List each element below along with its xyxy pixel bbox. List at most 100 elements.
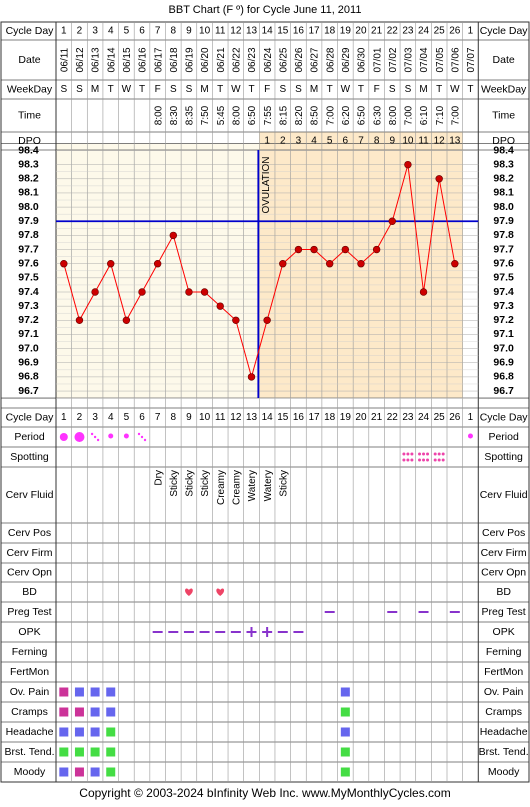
ytick-label-left: 98.4 [18,144,39,156]
cycle-day-label: 11 [215,26,226,37]
spotting-marker [441,452,445,456]
date-label: 06/17 [153,47,164,72]
temperature-point [372,245,381,254]
cycle-day-label: 11 [215,412,226,423]
time-label: 7:00 [404,105,415,125]
date-label: 06/21 [216,47,227,72]
symptom-marker [74,767,84,777]
ytick-label-right: 97.7 [493,243,514,255]
cycle-day-label: 14 [262,26,274,37]
ytick-label-left: 96.9 [18,357,39,369]
cycle-day-label: 12 [230,26,242,37]
cycle-day-label: 4 [108,26,114,37]
row-label-left: OPK [18,626,40,638]
temperature-point [279,260,287,268]
row-label-right: Brst. Tend. [479,746,529,758]
cycle-day-label: 3 [92,26,98,37]
cycle-day-label: 21 [371,412,383,423]
row-label-left: BD [22,586,37,598]
temperature-point [75,316,84,324]
cycle-day-label: 1 [61,412,67,423]
ytick-label-left: 97.3 [18,300,39,312]
spotting-marker [418,458,422,462]
date-label: 06/13 [91,47,102,72]
cycle-day-label: 7 [155,26,161,37]
weekday-label: S [60,84,67,95]
temperature-point [232,316,240,324]
temperature-point [185,288,193,296]
time-label: 6:20 [341,105,352,125]
dpo-label: 3 [296,136,302,147]
cycle-day-label: 14 [262,412,274,423]
date-label: 06/14 [106,47,117,72]
temperature-point [451,260,459,268]
weekday-label: T [248,84,254,95]
symptom-marker [106,687,116,697]
date-label: 06/26 [294,47,305,72]
row-label-left: Period [14,431,45,443]
cerv-fluid-label: Watery [247,470,258,501]
bd-heart-marker [185,588,193,596]
symptom-marker [59,747,69,757]
row-label-right: BD [496,586,511,598]
cerv-fluid-label: Sticky [185,470,196,497]
temperature-point [107,260,115,268]
temperature-point [153,260,162,268]
temperature-point [404,160,412,169]
row-label-right: Cerv Fluid [480,489,528,501]
weekday-label: M [419,84,427,95]
date-label: 06/20 [200,47,211,72]
spotting-marker [402,452,406,456]
spotting-marker [418,452,422,456]
time-label: 8:15 [278,105,289,125]
ytick-label-left: 97.1 [18,328,39,340]
ytick-label-right: 97.9 [493,215,514,227]
period-marker [96,438,100,442]
date-label: 07/02 [388,47,399,72]
row-label-left: Preg Test [7,606,51,618]
temperature-line [63,164,456,379]
symptom-marker [106,707,116,717]
row-label-left: Ov. Pain [10,686,50,698]
row-label-right: Cerv Pos [482,527,525,539]
row-label-right: Ferning [486,646,522,658]
cycle-day-label: 18 [324,26,336,37]
temperature-point [169,231,178,240]
spotting-marker [437,458,441,462]
cycle-day-label: 15 [277,26,289,37]
ytick-label-left: 97.9 [18,215,39,227]
date-label: 06/27 [310,47,321,72]
row-label-left: Moody [14,766,46,778]
row-label-left: Date [18,54,40,66]
weekday-label: S [170,84,177,95]
row-label-left: Cerv Opn [7,566,52,578]
ytick-label-right: 97.4 [493,286,514,298]
temperature-point [326,260,334,268]
ytick-label-right: 98.0 [493,201,514,213]
row-label-right: Cramps [485,706,522,718]
temperature-point [435,175,443,183]
weekday-label: W [231,84,241,95]
cycle-day-label: 20 [355,26,367,37]
dpo-label: 6 [343,136,349,147]
period-marker [140,435,144,439]
dpo-label: 7 [358,136,364,147]
period-marker [467,433,473,439]
cycle-day-label: 10 [199,26,211,37]
symptom-marker [74,727,84,737]
dpo-highlight [259,132,463,150]
cycle-day-label: 13 [246,26,258,37]
temperature-point [200,288,209,296]
ytick-label-right: 97.5 [493,272,514,284]
dpo-label: 12 [434,136,446,147]
symptom-marker [90,767,100,777]
spotting-marker [406,452,410,456]
cerv-fluid-label: Sticky [169,470,180,497]
ytick-label-left: 96.8 [18,371,39,383]
ytick-label-left: 97.0 [18,342,39,354]
weekday-label: S [295,84,302,95]
symptom-marker [59,727,69,737]
cycle-day-label: 20 [355,412,367,423]
temperature-point [357,260,365,268]
weekday-label: S [279,84,286,95]
